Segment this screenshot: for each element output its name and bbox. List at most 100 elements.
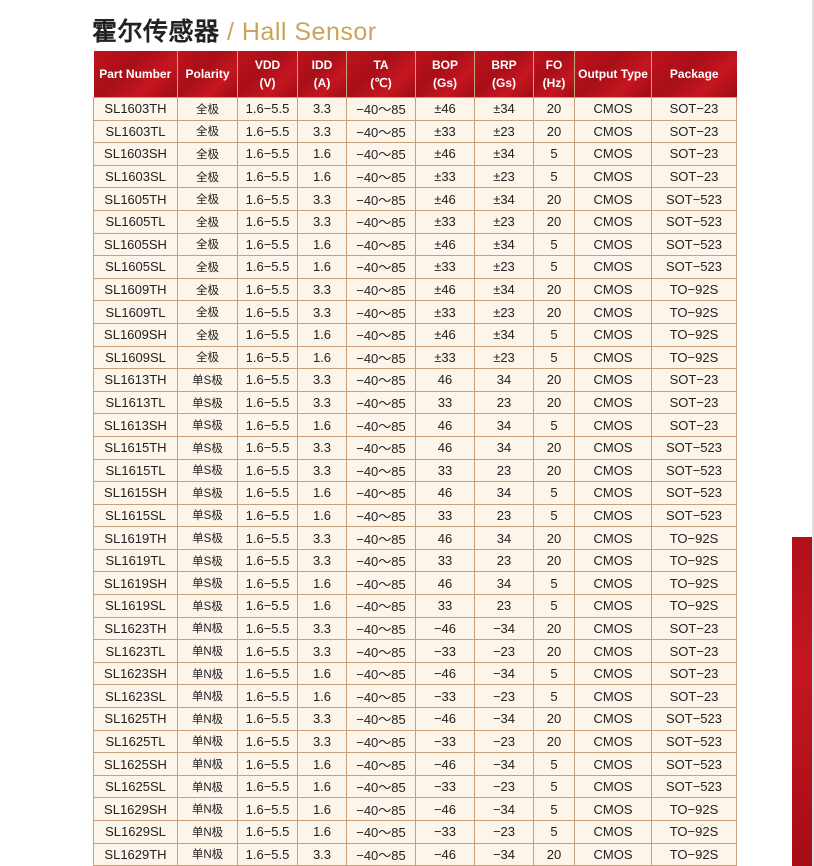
- table-cell: SL1603SH: [93, 142, 178, 166]
- table-cell: 1.6: [297, 820, 347, 844]
- table-cell: 3.3: [297, 390, 347, 415]
- table-cell: 1.6−5.5: [237, 277, 298, 302]
- table-cell: 23: [474, 548, 534, 573]
- table-cell: CMOS: [574, 97, 652, 121]
- table-cell: 单S极: [177, 548, 238, 573]
- table-cell: −34: [474, 707, 534, 731]
- table-cell: 1.6−5.5: [237, 820, 298, 844]
- table-cell: −23: [474, 774, 534, 799]
- table-row: SL1623TH 单N极 1.6−5.5 3.3 −40～85 −46 −34 20 CMOS S…: [93, 616, 737, 641]
- column-header-text: Output Type: [578, 67, 648, 81]
- table-cell: −23: [474, 820, 534, 844]
- table-row: SL1629SH 单N极 1.6−5.5 1.6 −40～85 −46 −34 5 CMOS TO…: [93, 797, 737, 821]
- table-cell: 20: [533, 639, 575, 663]
- table-cell: −33: [415, 684, 475, 709]
- table-cell: 46: [415, 413, 475, 437]
- column-header: Polarity: [177, 51, 238, 98]
- table-cell: CMOS: [574, 661, 652, 686]
- table-cell: ±34: [474, 97, 534, 121]
- table-cell: 20: [533, 729, 575, 754]
- table-header-row: Part Number Polarity VDD (V) IDD (A) TA (℃) BOP (…: [93, 51, 737, 98]
- table-cell: 5: [533, 232, 575, 257]
- table-cell: 33: [415, 458, 475, 483]
- table-cell: SL1603SL: [93, 164, 178, 189]
- table-cell: 23: [474, 458, 534, 483]
- table-cell: 1.6−5.5: [237, 322, 298, 347]
- column-header-text: BRP: [491, 58, 517, 72]
- table-cell: 1.6−5.5: [237, 209, 298, 234]
- table-cell: 46: [415, 526, 475, 550]
- table-cell: 5: [533, 345, 575, 370]
- table-cell: 20: [533, 548, 575, 573]
- table-cell: −46: [415, 797, 475, 821]
- table-cell: 5: [533, 503, 575, 528]
- table-cell: −34: [474, 661, 534, 686]
- table-row: SL1615TH 单S极 1.6−5.5 3.3 −40～85 46 34 20 CMOS SOT…: [93, 435, 737, 460]
- table-cell: −40～85: [346, 594, 416, 618]
- table-cell: CMOS: [574, 639, 652, 663]
- table-cell: −40～85: [346, 571, 416, 596]
- table-row: SL1619TL 单S极 1.6−5.5 3.3 −40～85 33 23 20 CMOS TO−…: [93, 548, 737, 573]
- table-cell: 3.3: [297, 842, 347, 866]
- column-header-text: Polarity: [185, 67, 230, 81]
- table-cell: ±33: [415, 300, 475, 324]
- table-cell: −40～85: [346, 345, 416, 370]
- table-cell: −33: [415, 820, 475, 844]
- table-row: SL1619TH 单S极 1.6−5.5 3.3 −40～85 46 34 20 CMOS TO−…: [93, 526, 737, 550]
- table-cell: 1.6−5.5: [237, 255, 298, 279]
- table-cell: −40～85: [346, 684, 416, 709]
- table-cell: TO−92S: [651, 277, 737, 302]
- table-cell: 20: [533, 526, 575, 550]
- table-cell: ±33: [415, 345, 475, 370]
- table-cell: 1.6−5.5: [237, 413, 298, 437]
- table-cell: SL1625TH: [93, 707, 178, 731]
- table-cell: 23: [474, 594, 534, 618]
- table-cell: 1.6: [297, 142, 347, 166]
- table-cell: TO−92S: [651, 594, 737, 618]
- table-cell: −40～85: [346, 435, 416, 460]
- table-row: SL1613TL 单S极 1.6−5.5 3.3 −40～85 33 23 20 CMOS SOT…: [93, 390, 737, 415]
- table-cell: 单S极: [177, 390, 238, 415]
- table-cell: 1.6−5.5: [237, 707, 298, 731]
- table-cell: 单S极: [177, 413, 238, 437]
- table-cell: 1.6: [297, 503, 347, 528]
- table-cell: 全极: [177, 164, 238, 189]
- table-cell: 20: [533, 435, 575, 460]
- table-cell: −40～85: [346, 639, 416, 663]
- side-tab-decoration[interactable]: [792, 537, 812, 866]
- column-header-text: (℃): [370, 76, 392, 90]
- table-cell: CMOS: [574, 435, 652, 460]
- table-cell: ±23: [474, 345, 534, 370]
- table-cell: SL1623TH: [93, 616, 178, 641]
- column-header: Part Number: [93, 51, 178, 98]
- table-cell: 1.6: [297, 752, 347, 776]
- table-cell: 5: [533, 413, 575, 437]
- table-row: SL1623SL 单N极 1.6−5.5 1.6 −40～85 −33 −23 5 CMOS SO…: [93, 684, 737, 709]
- table-cell: 1.6: [297, 322, 347, 347]
- table-cell: −34: [474, 752, 534, 776]
- table-cell: CMOS: [574, 481, 652, 505]
- table-row: SL1625SH 单N极 1.6−5.5 1.6 −40～85 −46 −34 5 CMOS SO…: [93, 752, 737, 776]
- table-cell: 1.6−5.5: [237, 616, 298, 641]
- table-row: SL1605TH 全极 1.6−5.5 3.3 −40～85 ±46 ±34 20 CMOS SO…: [93, 187, 737, 211]
- table-cell: −40～85: [346, 797, 416, 821]
- table-cell: SL1623SH: [93, 661, 178, 686]
- table-cell: TO−92S: [651, 842, 737, 866]
- table-cell: −46: [415, 707, 475, 731]
- table-row: SL1609TH 全极 1.6−5.5 3.3 −40～85 ±46 ±34 20 CMOS TO…: [93, 277, 737, 302]
- table-cell: 单S极: [177, 526, 238, 550]
- table-cell: 1.6−5.5: [237, 661, 298, 686]
- column-header: BOP (Gs): [415, 51, 475, 98]
- table-cell: 1.6: [297, 232, 347, 257]
- table-row: SL1609SH 全极 1.6−5.5 1.6 −40～85 ±46 ±34 5 CMOS TO−…: [93, 322, 737, 347]
- table-cell: SL1629TH: [93, 842, 178, 866]
- table-cell: 3.3: [297, 435, 347, 460]
- table-cell: CMOS: [574, 503, 652, 528]
- table-cell: 1.6−5.5: [237, 797, 298, 821]
- table-cell: SOT−23: [651, 119, 737, 144]
- table-cell: 单N极: [177, 684, 238, 709]
- table-cell: SL1623SL: [93, 684, 178, 709]
- table-cell: 5: [533, 661, 575, 686]
- table-cell: 单N极: [177, 797, 238, 821]
- table-cell: TO−92S: [651, 548, 737, 573]
